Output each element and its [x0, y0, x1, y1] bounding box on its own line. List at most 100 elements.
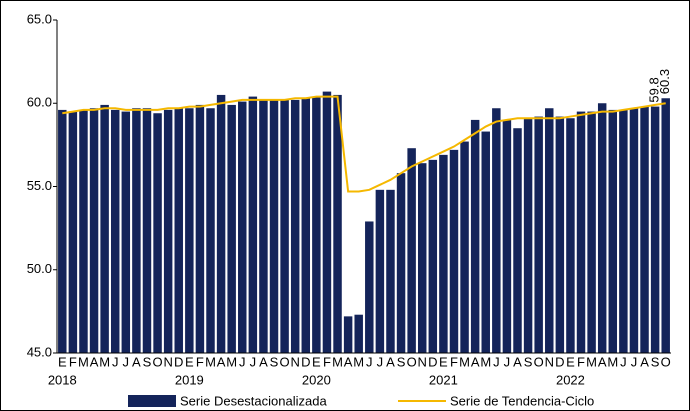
bar	[587, 111, 596, 353]
bar	[216, 94, 226, 354]
bar	[142, 108, 152, 354]
bar	[238, 101, 247, 354]
x-tick-label: M	[480, 354, 491, 369]
x-tick-label: D	[174, 354, 183, 369]
bar	[259, 99, 268, 353]
bar	[460, 141, 469, 353]
bar	[534, 116, 543, 353]
bar	[333, 94, 342, 354]
x-tick-label: J	[493, 354, 500, 369]
x-tick-label: N	[290, 354, 299, 369]
x-tick-label: M	[205, 354, 216, 369]
x-tick-label: O	[534, 354, 544, 369]
x-tick-label: J	[620, 354, 627, 369]
bar	[185, 108, 194, 354]
x-tick-label: E	[439, 354, 448, 369]
y-tick-label: 55.0	[27, 178, 52, 193]
x-tick-label: E	[185, 354, 194, 369]
bar	[89, 108, 99, 354]
x-tick-label: M	[332, 354, 343, 369]
bar	[248, 96, 258, 353]
bar	[68, 111, 78, 353]
year-label: 2020	[302, 372, 331, 387]
bar	[269, 99, 279, 353]
bar	[110, 109, 120, 353]
bar	[640, 106, 649, 353]
x-tick-label: M	[353, 354, 364, 369]
bar	[470, 119, 480, 354]
bar	[407, 148, 416, 353]
year-label: 2019	[175, 372, 204, 387]
x-tick-label: S	[270, 354, 279, 369]
bar	[386, 189, 395, 353]
bar	[312, 96, 321, 353]
year-label: 2018	[48, 372, 77, 387]
x-tick-label: O	[661, 354, 671, 369]
bar	[417, 163, 427, 353]
x-tick-label: A	[132, 354, 141, 369]
bar	[513, 128, 522, 353]
trend-line	[62, 95, 666, 193]
bar	[439, 154, 448, 353]
year-label: 2022	[556, 372, 585, 387]
bar	[79, 109, 88, 353]
legend-label: Serie de Tendencia-Ciclo	[450, 393, 594, 408]
x-tick-label: D	[555, 354, 564, 369]
x-tick-label: J	[377, 354, 384, 369]
x-tick-label: N	[163, 354, 172, 369]
x-tick-label: A	[259, 354, 268, 369]
x-tick-label: A	[90, 354, 99, 369]
x-tick-label: A	[640, 354, 649, 369]
bar	[365, 221, 374, 353]
x-tick-label: J	[123, 354, 130, 369]
bar	[619, 109, 628, 353]
y-tick-label: 60.0	[27, 95, 52, 110]
x-tick-label: E	[312, 354, 321, 369]
x-tick-label: A	[598, 354, 607, 369]
x-tick-label: S	[524, 354, 533, 369]
bar	[576, 111, 586, 353]
bar	[661, 98, 670, 353]
x-tick-label: F	[196, 354, 204, 369]
x-tick-label: S	[397, 354, 406, 369]
y-tick-label: 65.0	[27, 11, 52, 26]
bar	[481, 131, 490, 353]
x-tick-label: F	[323, 354, 331, 369]
value-label: 60.3	[657, 69, 672, 94]
bar	[121, 111, 131, 353]
x-tick-label: D	[428, 354, 437, 369]
x-tick-label: M	[586, 354, 597, 369]
bar	[502, 119, 512, 354]
bar	[523, 118, 533, 353]
bar	[566, 118, 575, 353]
x-tick-label: N	[545, 354, 554, 369]
x-tick-label: M	[459, 354, 470, 369]
bar	[555, 116, 565, 353]
x-tick-label: J	[250, 354, 257, 369]
bar	[206, 108, 215, 354]
legend-label: Serie Desestacionalizada	[180, 393, 327, 408]
value-label: 59.8	[647, 77, 662, 102]
x-tick-label: S	[143, 354, 152, 369]
bar	[100, 104, 109, 353]
year-label: 2021	[429, 372, 458, 387]
bar	[322, 91, 332, 353]
x-tick-label: O	[153, 354, 163, 369]
x-tick-label: A	[217, 354, 226, 369]
bar	[227, 104, 236, 353]
bar	[545, 108, 554, 354]
bar	[629, 108, 639, 354]
bar	[58, 109, 67, 353]
bar	[608, 109, 618, 353]
y-tick-label: 45.0	[27, 344, 52, 359]
x-tick-label: A	[513, 354, 522, 369]
bar	[375, 189, 385, 353]
bar	[174, 108, 183, 354]
x-tick-label: A	[471, 354, 480, 369]
x-tick-label: J	[112, 354, 119, 369]
bar	[597, 103, 607, 353]
bar	[290, 99, 300, 353]
x-tick-label: M	[226, 354, 237, 369]
x-tick-label: O	[280, 354, 290, 369]
x-tick-label: F	[450, 354, 458, 369]
